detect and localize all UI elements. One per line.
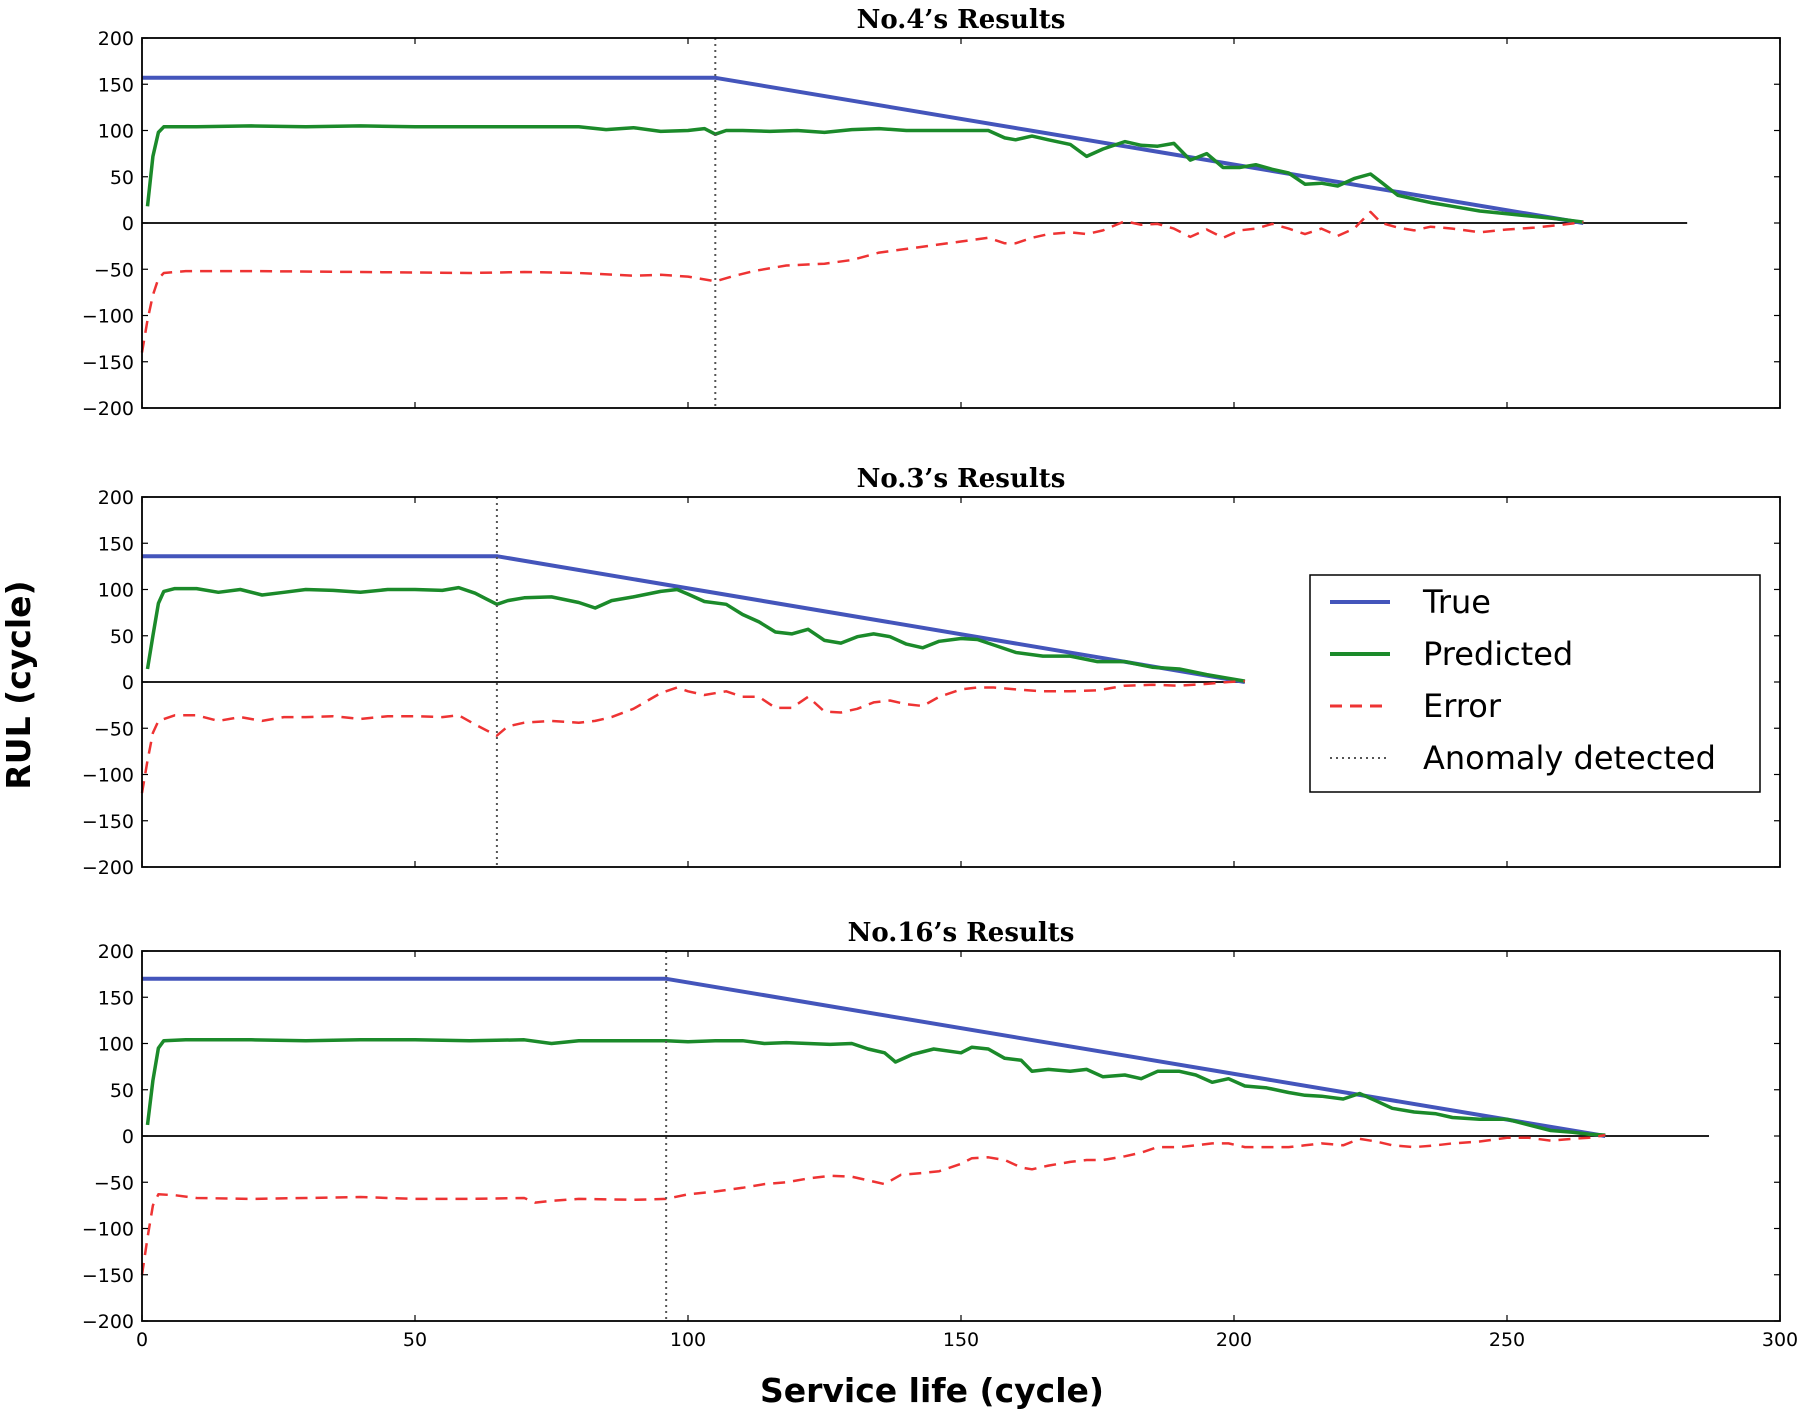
y-tick-label: 200 <box>98 941 134 963</box>
y-tick-label: −150 <box>82 811 134 833</box>
legend-label-predicted: Predicted <box>1423 635 1573 673</box>
legend-label-true: True <box>1422 583 1491 621</box>
y-tick-label: −200 <box>82 1311 134 1333</box>
panel-3: No.16’s Results 200 150 100 50 0 −50 −100 −150 −2… <box>82 918 1798 1351</box>
y-tick-label: 200 <box>98 28 134 50</box>
panel-2: No.3’s Results 200 150 100 50 0 −50 −100 −150 −20… <box>82 464 1781 879</box>
legend-entry-true: True <box>1330 583 1491 621</box>
series-predicted-line <box>145 124 1584 224</box>
x-tick-label: 0 <box>136 1329 148 1351</box>
y-tick-label: −50 <box>94 718 134 740</box>
series-error-line <box>140 679 1245 794</box>
series-true-line <box>142 554 1246 684</box>
series-true-line <box>142 75 1584 225</box>
y-tick-label: 50 <box>110 626 134 648</box>
y-tick-label: 50 <box>110 167 134 189</box>
y-tick-label: 0 <box>122 672 134 694</box>
y-tick-label: 100 <box>98 580 134 602</box>
series-error-line <box>140 210 1584 353</box>
x-tick-label: 150 <box>943 1329 979 1351</box>
x-tick-label: 300 <box>1762 1329 1798 1351</box>
series-predicted-line <box>145 585 1246 683</box>
y-tick-label: 0 <box>122 213 134 235</box>
y-tick-label: −100 <box>82 306 134 328</box>
chart-title: No.3’s Results <box>857 464 1066 494</box>
legend-label-anomaly: Anomaly detected <box>1423 739 1716 777</box>
y-tick-label: −150 <box>82 352 134 374</box>
y-tick-label: 150 <box>98 987 134 1009</box>
panels-layer: No.4’s Results 200 150 100 50 0 −50 −100 −150 −20… <box>82 5 1798 1351</box>
series-true-line <box>142 976 1606 1138</box>
y-tick-label: −150 <box>82 1265 134 1287</box>
y-tick-label: 100 <box>98 121 134 143</box>
legend-label-error: Error <box>1423 687 1502 725</box>
legend-entry-predicted: Predicted <box>1330 635 1573 673</box>
y-tick-label: 150 <box>98 74 134 96</box>
legend-entry-anomaly: Anomaly detected <box>1330 739 1716 777</box>
y-tick-label: −200 <box>82 857 134 879</box>
y-tick-label: 150 <box>98 533 134 555</box>
x-tick-label: 250 <box>1489 1329 1525 1351</box>
y-tick-label: 0 <box>122 1126 134 1148</box>
y-tick-label: 200 <box>98 487 134 509</box>
y-tick-label: −200 <box>82 398 134 420</box>
x-tick-label: 50 <box>403 1329 427 1351</box>
y-tick-label: 50 <box>110 1080 134 1102</box>
y-tick-label: 100 <box>98 1034 134 1056</box>
series-error-line <box>140 1133 1606 1275</box>
y-tick-label: −100 <box>82 1219 134 1241</box>
chart-title: No.16’s Results <box>848 918 1075 948</box>
y-tick-label: −50 <box>94 259 134 281</box>
legend: True Predicted Error Anomaly detected <box>1309 574 1761 793</box>
y-tick-label: −100 <box>82 765 134 787</box>
legend-entry-error: Error <box>1330 687 1502 725</box>
x-tick-label: 200 <box>1216 1329 1252 1351</box>
x-axis-label: Service life (cycle) <box>760 1371 1104 1410</box>
y-axis-label: RUL (cycle) <box>0 580 38 789</box>
legend-box <box>1309 574 1761 793</box>
y-tick-label: −50 <box>94 1172 134 1194</box>
panel-1: No.4’s Results 200 150 100 50 0 −50 −100 −150 −20… <box>82 5 1781 420</box>
series-predicted-line <box>145 1038 1606 1137</box>
x-tick-label: 100 <box>670 1329 706 1351</box>
chart-title: No.4’s Results <box>857 5 1066 35</box>
